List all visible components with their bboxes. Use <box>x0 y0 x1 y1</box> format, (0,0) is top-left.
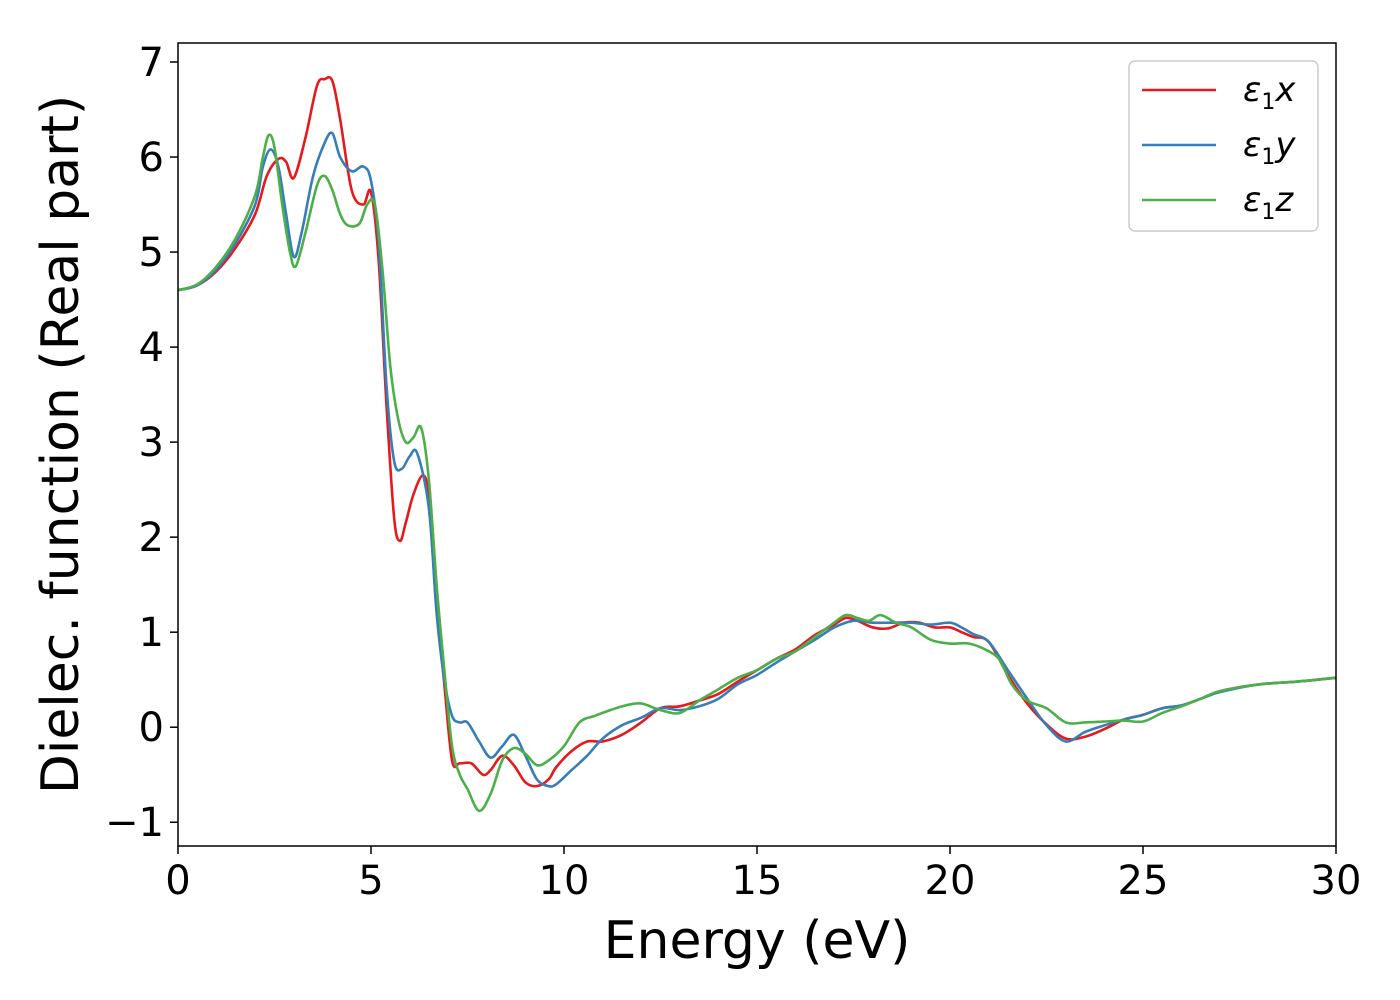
x-tick-label: 10 <box>539 858 590 904</box>
y-tick-label: 6 <box>139 135 164 181</box>
x-tick-label: 30 <box>1311 858 1362 904</box>
x-tick-label: 5 <box>358 858 383 904</box>
y-tick-label: 1 <box>139 610 164 656</box>
y-tick-label: 5 <box>139 230 164 276</box>
y-tick-label: 0 <box>139 705 164 751</box>
legend-entry-z: ε1z <box>1243 180 1294 225</box>
legend-box <box>1128 60 1319 232</box>
legend-entry-y: ε1y <box>1243 125 1296 170</box>
y-tick-label: −1 <box>105 800 164 846</box>
y-tick-label: 4 <box>139 325 164 371</box>
y-tick-label: 2 <box>139 515 164 561</box>
y-tick-label: 7 <box>139 40 164 86</box>
x-tick-label: 25 <box>1118 858 1169 904</box>
x-tick-label: 0 <box>165 858 190 904</box>
y-tick-label: 3 <box>139 420 164 466</box>
x-axis-label: Energy (eV) <box>604 911 911 971</box>
series-line-z <box>178 133 1336 813</box>
legend: ε1x ε1y ε1z <box>1128 60 1319 232</box>
x-tick-label: 20 <box>925 858 976 904</box>
y-axis-label: Dielec. function (Real part) <box>31 95 91 794</box>
series-layer <box>178 75 1336 813</box>
legend-entry-x: ε1x <box>1243 70 1296 115</box>
x-tick-label: 15 <box>732 858 783 904</box>
